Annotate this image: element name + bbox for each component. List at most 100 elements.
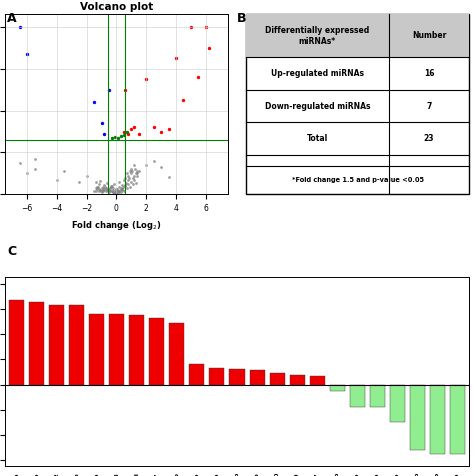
Bar <box>450 385 465 454</box>
Point <box>98 119 105 127</box>
Point <box>118 187 126 194</box>
Point <box>131 166 139 173</box>
Bar <box>9 300 24 385</box>
Point <box>157 163 165 171</box>
Text: C: C <box>7 245 16 258</box>
Bar <box>430 385 445 454</box>
Bar <box>210 368 225 385</box>
Point <box>202 23 210 30</box>
Point <box>129 174 137 181</box>
Point <box>114 134 122 142</box>
Point <box>135 168 143 175</box>
Point <box>130 161 138 169</box>
Point <box>128 166 135 173</box>
Point <box>16 159 23 167</box>
Point <box>93 183 101 190</box>
Point <box>108 187 116 195</box>
Point <box>150 157 157 165</box>
Text: 16: 16 <box>424 69 434 78</box>
Point <box>113 190 121 198</box>
Point <box>123 129 131 136</box>
Point <box>97 187 105 195</box>
Point <box>113 186 121 193</box>
Point <box>128 168 136 175</box>
Bar <box>89 314 104 385</box>
Point <box>95 186 103 193</box>
Point <box>113 188 120 196</box>
X-axis label: Fold change (Log$_2$): Fold change (Log$_2$) <box>71 218 162 232</box>
Point <box>75 178 83 186</box>
Point <box>142 161 150 169</box>
Point <box>109 187 117 194</box>
Point <box>119 183 127 190</box>
Bar <box>190 364 204 385</box>
Bar <box>149 318 164 385</box>
Point <box>165 173 173 180</box>
Text: Up-regulated miRNAs: Up-regulated miRNAs <box>271 69 364 78</box>
Point <box>123 184 131 192</box>
Point <box>95 180 102 188</box>
Point <box>111 188 118 196</box>
Point <box>31 155 38 163</box>
Point <box>104 187 112 195</box>
Point <box>113 187 120 194</box>
Point <box>125 180 132 188</box>
Point <box>142 75 150 83</box>
Bar <box>69 305 84 385</box>
Point <box>105 186 113 193</box>
Point <box>125 172 132 179</box>
Point <box>165 126 173 133</box>
Point <box>128 126 135 133</box>
Point <box>96 177 104 185</box>
Point <box>96 187 104 194</box>
Point <box>116 188 123 196</box>
Point <box>117 132 125 139</box>
Text: Number: Number <box>412 31 446 40</box>
Bar <box>49 305 64 385</box>
Point <box>126 183 134 190</box>
Bar <box>410 385 425 450</box>
Point <box>113 190 121 198</box>
Bar <box>370 385 385 407</box>
Point <box>150 124 157 131</box>
Point <box>108 182 116 190</box>
Point <box>116 187 124 194</box>
Text: Differentially expressed
miRNAs*: Differentially expressed miRNAs* <box>265 26 370 46</box>
Bar <box>169 323 184 385</box>
Point <box>109 184 117 192</box>
Point <box>130 124 138 131</box>
Point <box>135 130 143 138</box>
Point <box>109 188 117 196</box>
Point <box>108 134 116 142</box>
Point <box>105 86 113 93</box>
Point <box>127 169 134 177</box>
Point <box>111 133 118 140</box>
Point <box>112 187 119 195</box>
Text: Total: Total <box>307 134 328 143</box>
Point <box>23 50 31 58</box>
Point <box>31 166 38 173</box>
Point <box>16 23 23 30</box>
Point <box>110 180 118 188</box>
Point <box>121 174 129 181</box>
Point <box>121 182 129 190</box>
Point <box>98 188 105 196</box>
Point <box>109 188 117 196</box>
Bar <box>350 385 365 407</box>
Bar <box>329 385 345 391</box>
Point <box>107 187 114 195</box>
Point <box>130 172 137 179</box>
Point <box>115 187 122 195</box>
Point <box>95 187 102 195</box>
Point <box>114 188 122 196</box>
Point <box>98 187 105 194</box>
Bar <box>290 375 305 385</box>
Point <box>23 169 31 177</box>
Point <box>112 186 119 193</box>
Point <box>113 190 120 198</box>
Bar <box>129 315 145 385</box>
Point <box>128 178 135 186</box>
Bar <box>249 370 264 385</box>
Point <box>134 168 141 175</box>
Point <box>104 179 111 187</box>
